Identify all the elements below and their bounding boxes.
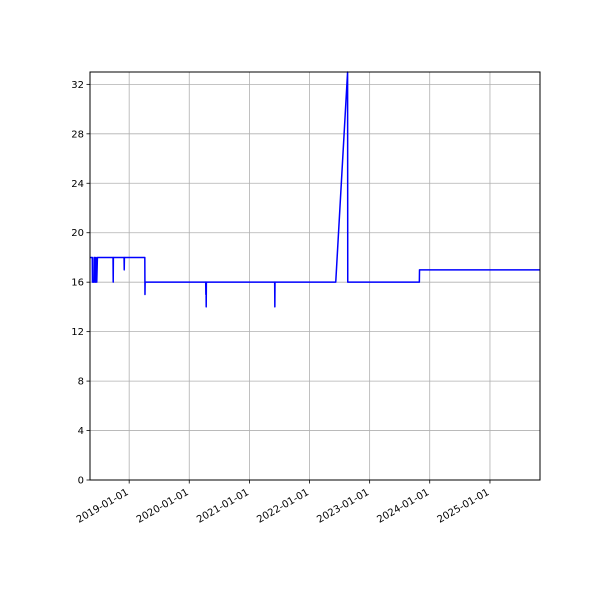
- y-tick-label: 0: [78, 476, 84, 487]
- y-tick-label: 28: [71, 129, 84, 140]
- x-tick-label: 2020-01-01: [135, 487, 191, 526]
- x-tick-label: 2023-01-01: [315, 487, 371, 526]
- grid: [90, 72, 540, 481]
- y-tick-label: 32: [71, 80, 84, 91]
- x-axis: 2019-01-01 2020-01-01 2021-01-01 2022-01-01…: [75, 480, 492, 526]
- series-line: [90, 71, 540, 308]
- y-tick-label: 16: [71, 278, 84, 289]
- x-tick-label: 2019-01-01: [75, 487, 131, 526]
- y-axis: 0 4 8 12 16 20 24 28 32: [71, 80, 90, 487]
- y-tick-label: 20: [71, 228, 84, 239]
- x-tick-label: 2025-01-01: [436, 487, 492, 526]
- y-tick-label: 24: [71, 179, 84, 190]
- plot-frame: [89, 71, 541, 481]
- y-tick-label: 8: [78, 377, 84, 388]
- x-tick-label: 2024-01-01: [375, 487, 431, 526]
- y-tick-label: 4: [78, 426, 84, 437]
- x-tick-label: 2021-01-01: [195, 487, 251, 526]
- y-tick-label: 12: [71, 327, 84, 338]
- x-tick-label: 2022-01-01: [255, 487, 311, 526]
